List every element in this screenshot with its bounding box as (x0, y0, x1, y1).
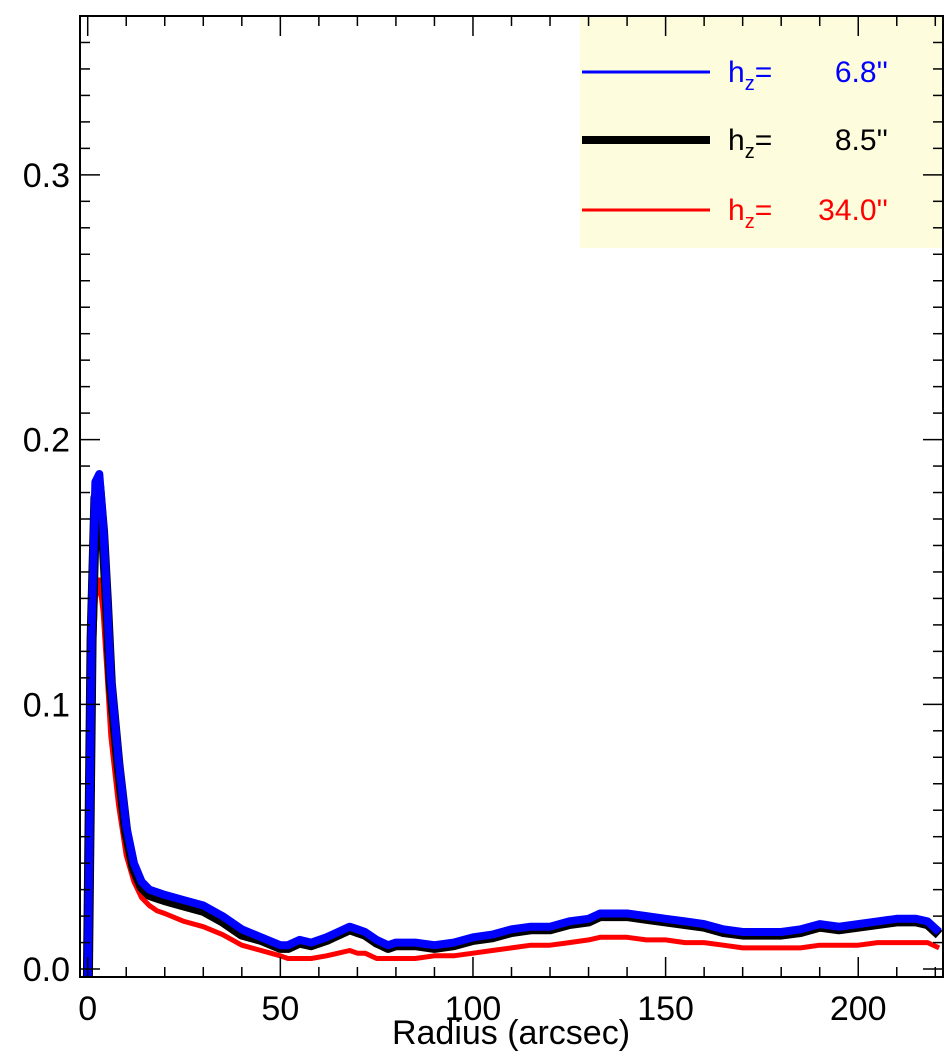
x-tick-label: 150 (637, 990, 694, 1028)
axis-ticks (80, 16, 943, 977)
axis-tick-labels: 0 50 100 150 200 0.0 0.1 0.2 0.3 (23, 157, 887, 1028)
y-tick-label: 0.1 (23, 686, 70, 724)
legend-label-1: hz= 6.8'' (728, 56, 888, 95)
x-tick-label: 200 (830, 990, 887, 1028)
y-tick-label: 0.0 (23, 951, 70, 989)
series-line-3 (85, 577, 941, 977)
y-tick-label: 0.2 (23, 422, 70, 460)
y-tick-label: 0.3 (23, 157, 70, 195)
series-layer (82, 470, 943, 977)
series-line-1 (83, 470, 942, 977)
x-tick-label: 50 (261, 990, 299, 1028)
x-tick-label: 0 (78, 990, 97, 1028)
legend-label-2: hz= 8.5'' (728, 124, 888, 163)
legend: hz= 6.8'' hz= 8.5'' hz= 34.0'' (580, 16, 943, 248)
legend-label-3: hz= 34.0'' (728, 194, 888, 233)
x-tick-label: 100 (445, 990, 502, 1028)
x-axis-label: Radius (arcsec) (392, 1014, 630, 1052)
